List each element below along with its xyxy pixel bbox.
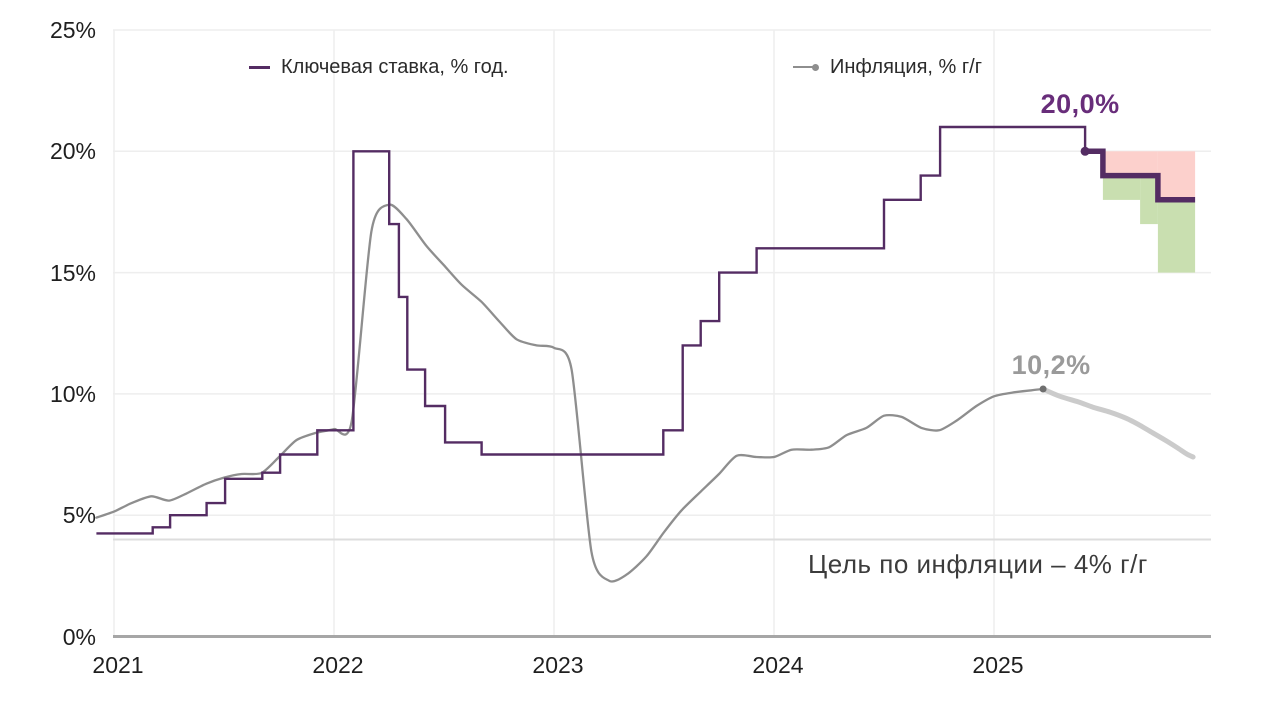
- x-tick-label: 2022: [312, 652, 364, 678]
- x-tick-label: 2024: [752, 652, 804, 678]
- y-tick-label: 0%: [62, 623, 96, 650]
- y-tick-label: 5%: [62, 502, 96, 529]
- inflation-value-annotation: 10,2%: [1011, 350, 1091, 380]
- key-rate-value-annotation: 20,0%: [1040, 89, 1120, 120]
- x-tick-label: 2021: [92, 652, 144, 678]
- y-tick-label: 25%: [49, 17, 96, 43]
- inflation-target-label: Цель по инфляции – 4% г/г: [808, 548, 1148, 579]
- y-tick-label: 15%: [49, 259, 96, 286]
- x-tick-label: 2025: [972, 652, 1024, 678]
- y-tick-label: 20%: [49, 138, 96, 165]
- y-tick-label: 10%: [49, 380, 96, 407]
- x-tick-label: 2023: [532, 652, 584, 678]
